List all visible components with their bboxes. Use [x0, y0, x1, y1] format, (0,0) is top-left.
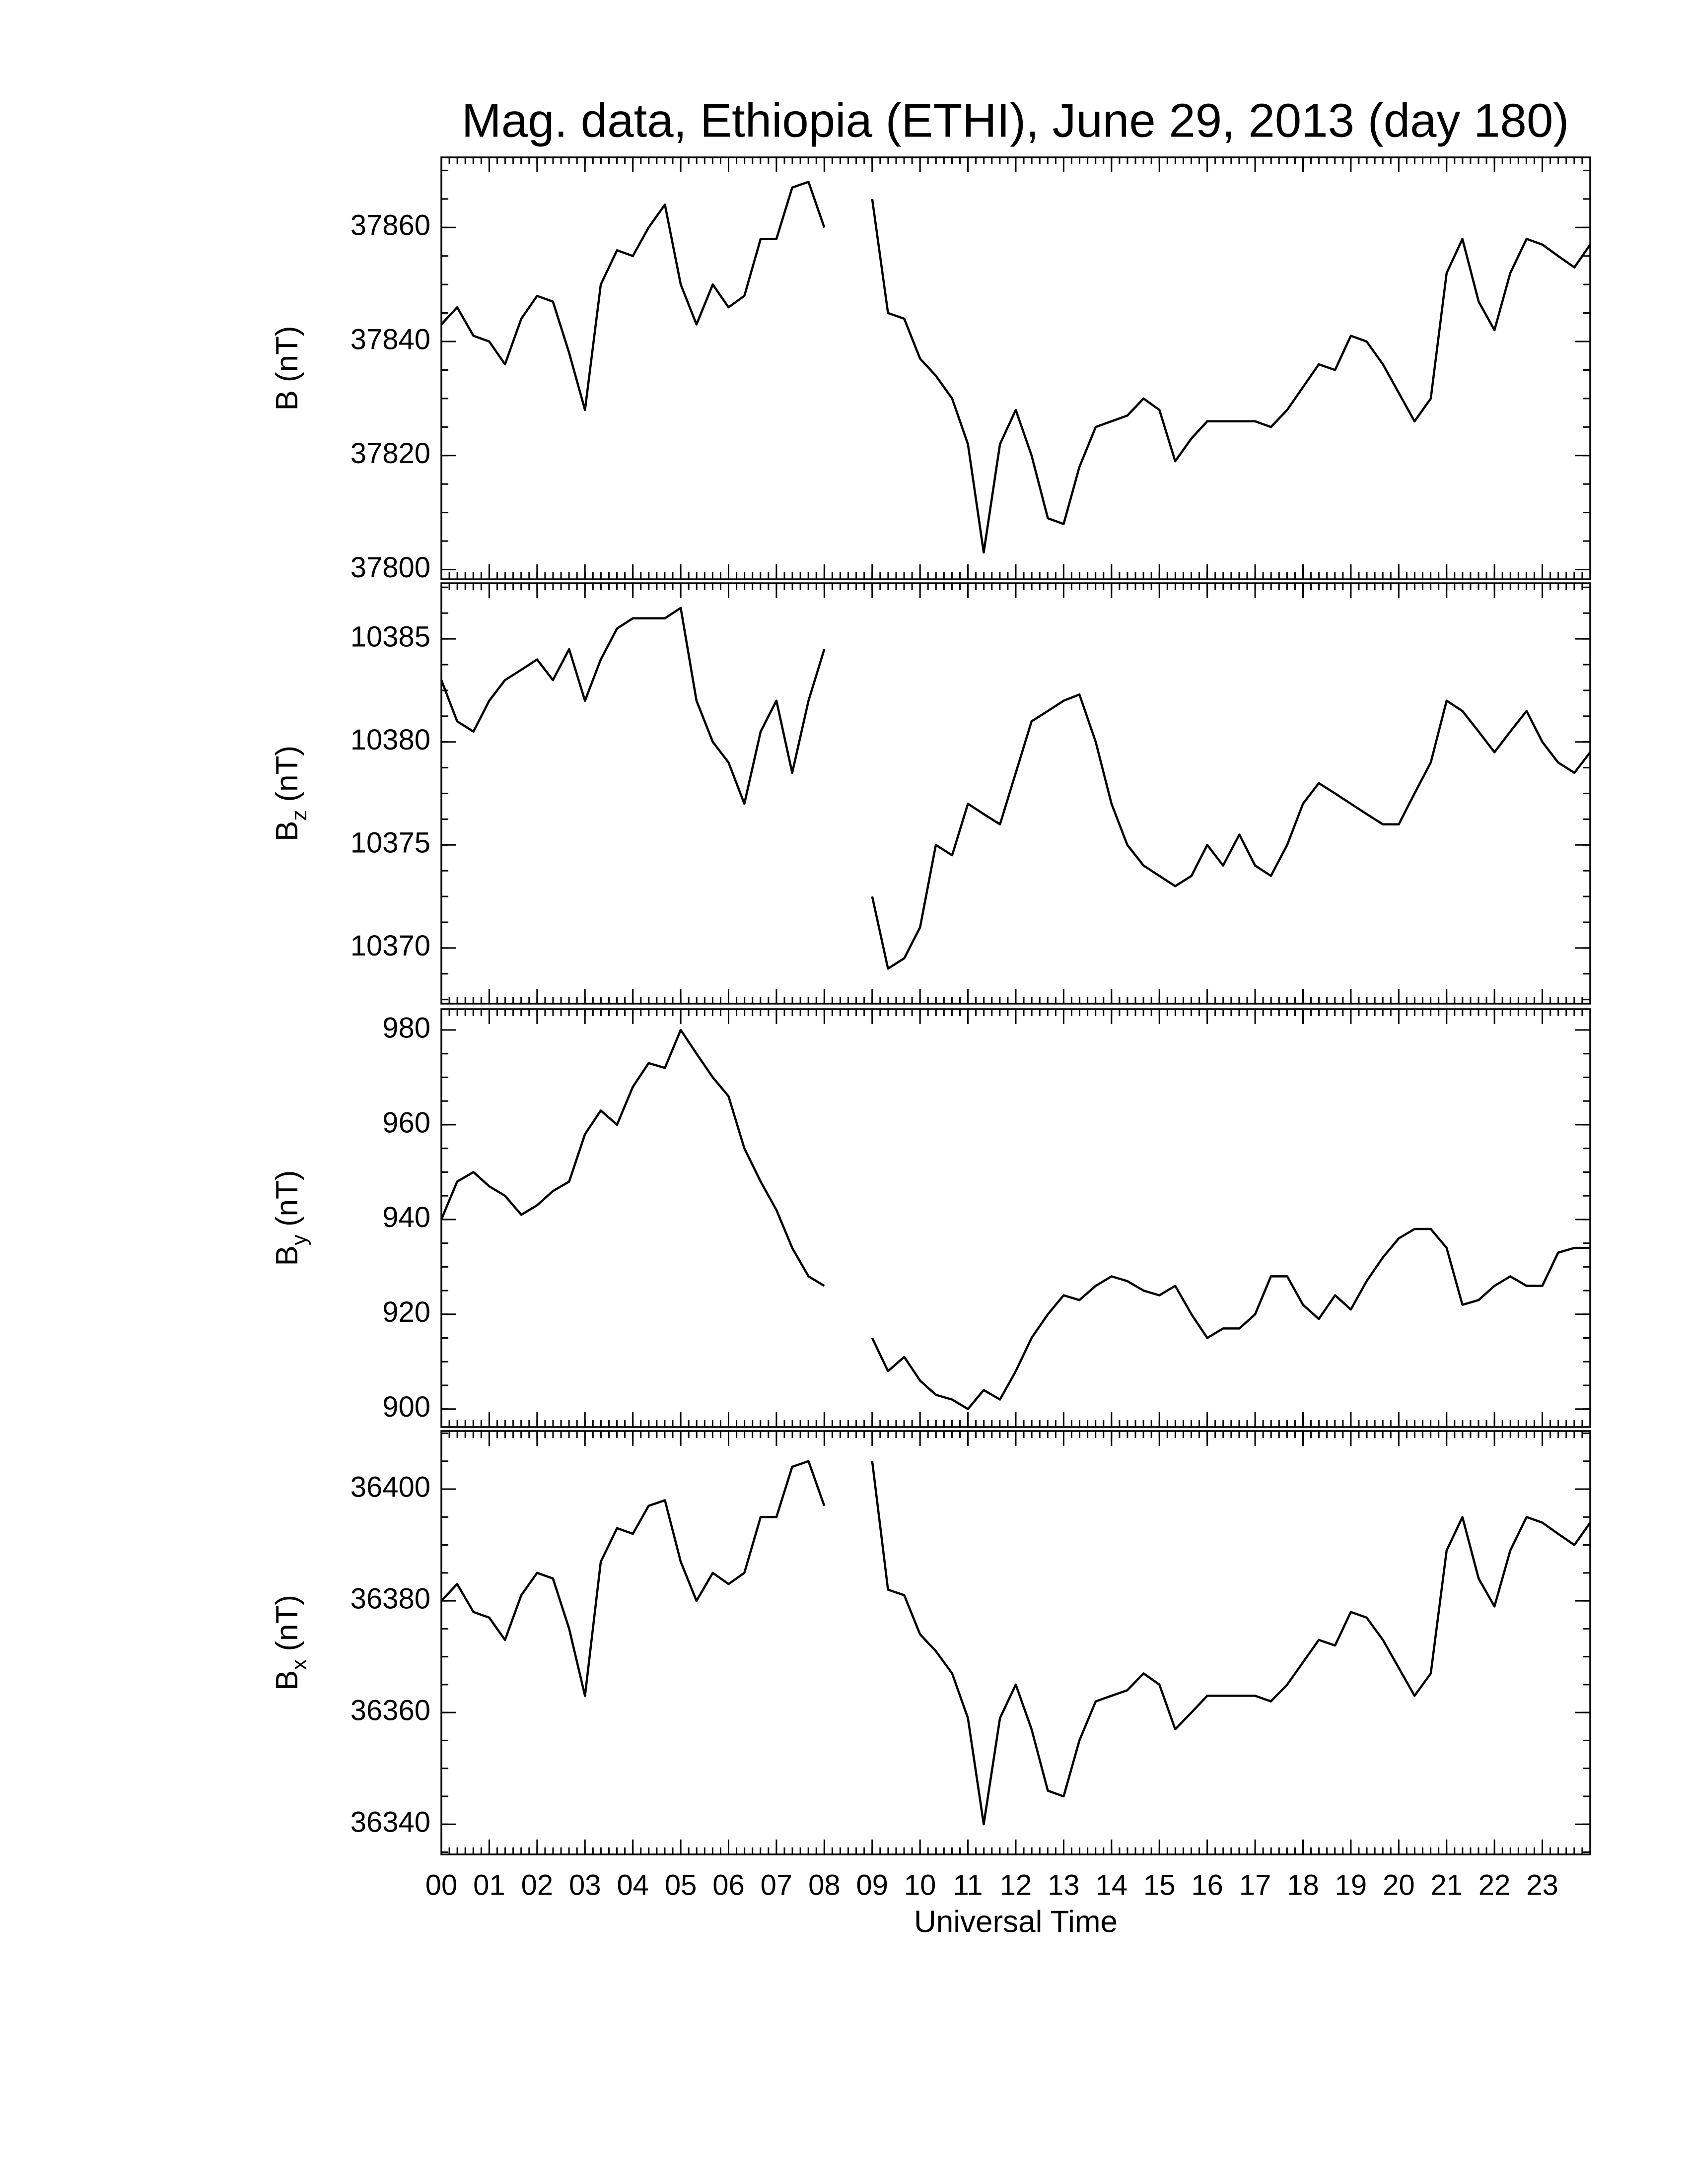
y-tick-label: 960	[382, 1106, 430, 1139]
data-line	[440, 1028, 1590, 1410]
x-tick-label: 15	[1143, 1869, 1176, 1901]
y-axis-label-part: x	[287, 1659, 311, 1670]
y-axis-label-part: B	[270, 821, 304, 841]
x-tick-label: 11	[953, 1869, 983, 1901]
x-tick-label: 06	[712, 1869, 745, 1901]
x-tick-label: 04	[617, 1869, 649, 1901]
y-tick-label: 10370	[351, 930, 430, 962]
x-tick-label: 13	[1048, 1869, 1080, 1901]
y-axis-label: Bx (nT)	[270, 1595, 311, 1691]
y-axis-label-part: (nT)	[270, 1595, 304, 1651]
x-tick-label: 18	[1287, 1869, 1319, 1901]
y-tick-label: 920	[382, 1296, 430, 1328]
x-tick-label: 08	[808, 1869, 841, 1901]
x-tick-label: 03	[569, 1869, 601, 1901]
data-line	[440, 181, 1591, 554]
data-line	[440, 1460, 1591, 1826]
y-tick-label: 900	[382, 1391, 430, 1423]
y-axis-label-part: B	[270, 1670, 304, 1691]
x-tick-label: 23	[1526, 1869, 1558, 1901]
y-tick-label: 37800	[351, 551, 430, 584]
y-tick-label: 36380	[351, 1582, 430, 1615]
y-axis-label: B (nT)	[270, 326, 304, 410]
y-tick-label: 980	[382, 1012, 430, 1044]
y-tick-label: 10375	[351, 827, 430, 859]
y-tick-label: 10380	[351, 724, 430, 756]
y-tick-label: 10385	[351, 620, 430, 653]
x-tick-label: 17	[1239, 1869, 1271, 1901]
x-tick-label: 01	[473, 1869, 505, 1901]
y-tick-label: 36400	[351, 1471, 430, 1503]
y-tick-label: 37820	[351, 437, 430, 470]
y-tick-label: 36360	[351, 1694, 430, 1726]
x-tick-label: 12	[1000, 1869, 1032, 1901]
y-axis-label-part: (nT)	[270, 746, 304, 802]
y-axis-label-part: B	[270, 1245, 304, 1266]
y-tick-label: 36340	[351, 1806, 430, 1839]
y-axis-label-part: y	[287, 1234, 311, 1245]
x-tick-label: 05	[665, 1869, 697, 1901]
data-line	[440, 607, 1591, 970]
chart-title: Mag. data, Ethiopia (ETHI), June 29, 201…	[462, 94, 1569, 147]
y-tick-label: 37840	[351, 323, 430, 355]
x-tick-label: 07	[761, 1869, 793, 1901]
x-tick-label: 19	[1335, 1869, 1367, 1901]
x-tick-label: 02	[521, 1869, 554, 1901]
x-axis-label: Universal Time	[914, 1905, 1118, 1939]
y-tick-label: 940	[382, 1201, 430, 1233]
x-tick-label: 10	[904, 1869, 936, 1901]
x-tick-label: 21	[1430, 1869, 1463, 1901]
x-tick-label: 09	[856, 1869, 888, 1901]
x-tick-label: 20	[1383, 1869, 1415, 1901]
y-axis-label-part: z	[287, 810, 311, 821]
y-axis-label-part: (nT)	[270, 1170, 304, 1227]
x-tick-label: 22	[1478, 1869, 1511, 1901]
y-axis-label-part: (nT)	[270, 326, 304, 382]
y-axis-label-part: B	[270, 390, 304, 410]
x-tick-label: 14	[1096, 1869, 1128, 1901]
x-tick-label: 00	[425, 1869, 458, 1901]
y-axis-label: By (nT)	[270, 1170, 311, 1266]
x-tick-label: 16	[1191, 1869, 1223, 1901]
y-axis-label: Bz (nT)	[270, 746, 311, 841]
y-tick-label: 37860	[351, 209, 430, 242]
